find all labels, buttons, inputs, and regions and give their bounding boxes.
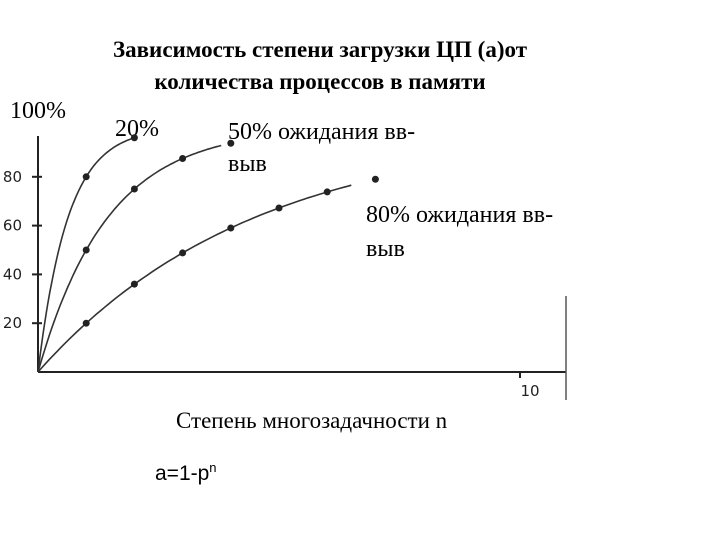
series-line-3 xyxy=(37,184,352,373)
data-point xyxy=(179,249,187,257)
chart-title-line-2: количества процессов в памяти xyxy=(154,69,486,94)
data-point xyxy=(82,246,90,254)
formula: a=1-pn xyxy=(155,460,217,486)
series-label-50: 50% ожидания вв-выв xyxy=(228,119,416,177)
y-tick-label: 60 xyxy=(3,217,22,235)
chart-title-line-1: Зависимость степени загрузки ЦП (а)от xyxy=(113,37,527,62)
y-tick-label: 40 xyxy=(3,265,22,283)
formula-exponent: n xyxy=(209,460,217,475)
formula-base: a=1-p xyxy=(155,462,210,485)
x-tick-label: 10 xyxy=(520,382,539,400)
y-tick-label: 20 xyxy=(3,314,22,332)
x-axis-label: Степень многозадачности n xyxy=(176,408,448,433)
data-point xyxy=(275,204,283,212)
data-point xyxy=(130,134,138,142)
series-line-2 xyxy=(37,144,222,373)
y-tick-label: 80 xyxy=(3,168,22,186)
data-point xyxy=(82,319,90,327)
data-point xyxy=(227,139,235,147)
data-point xyxy=(82,173,90,181)
data-point xyxy=(371,175,379,183)
data-point xyxy=(227,224,235,232)
series-line-1 xyxy=(37,137,135,373)
y-axis-top-label: 100% xyxy=(10,98,66,124)
data-point xyxy=(179,155,187,162)
data-point xyxy=(130,280,138,288)
data-point xyxy=(323,188,331,196)
chart-title: Зависимость степени загрузки ЦП (а)от ко… xyxy=(90,34,550,98)
series-label-80: 80% ожидания вв-выв xyxy=(366,202,554,262)
data-point xyxy=(130,185,138,193)
